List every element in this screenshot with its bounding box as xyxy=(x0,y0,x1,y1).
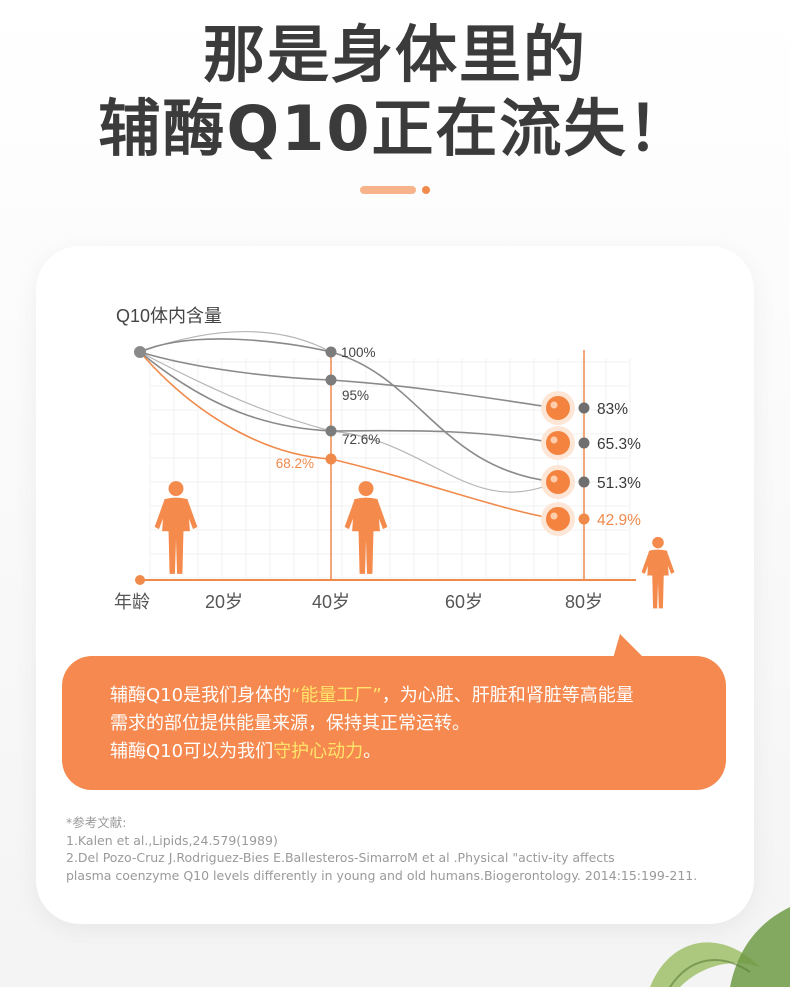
data-point xyxy=(325,346,337,358)
human-figure-old xyxy=(641,536,675,609)
human-arm-right xyxy=(375,500,388,530)
organ-badge-core xyxy=(546,396,570,420)
data-point xyxy=(325,453,337,465)
divider-bar xyxy=(360,186,416,194)
x-tick-label: 20岁 xyxy=(205,592,243,612)
callout-line-2: 需求的部位提供能量来源，保持其正常运转。 xyxy=(110,713,470,734)
x-axis-origin-dot xyxy=(135,575,145,585)
human-figure-middle xyxy=(344,481,388,574)
data-point xyxy=(325,374,337,386)
reference-item: 1.Kalen et al.,Lipids,24.579(1989) xyxy=(66,832,278,848)
organ-badge-shine xyxy=(550,401,558,409)
data-label: 42.9% xyxy=(597,512,641,529)
human-arm-left xyxy=(154,500,167,530)
human-head xyxy=(652,536,664,549)
human-body xyxy=(352,497,380,574)
organ-badge-shine xyxy=(550,512,558,520)
x-tick-label: 80岁 xyxy=(565,592,603,612)
data-point xyxy=(578,437,590,449)
x-tick-label: 40岁 xyxy=(312,592,350,612)
data-point xyxy=(325,425,337,437)
reference-item: plasma coenzyme Q10 levels differently i… xyxy=(66,867,698,883)
human-arm-right xyxy=(665,551,675,574)
human-figure-young xyxy=(154,481,198,574)
y-axis-label: Q10体内含量 xyxy=(116,306,222,326)
callout-line-3: 辅酶Q10可以为我们守护心动力。 xyxy=(110,738,710,766)
kidney-icon xyxy=(541,465,575,499)
trend-curve-secondary xyxy=(139,351,557,493)
human-arm-right xyxy=(185,500,198,530)
lung-icon xyxy=(541,426,575,460)
divider-dot xyxy=(422,186,430,194)
data-point xyxy=(578,402,590,414)
organ-badge-core xyxy=(546,470,570,494)
series-start-point xyxy=(134,346,146,358)
data-label: 100% xyxy=(341,345,376,360)
human-body xyxy=(647,549,669,609)
callout-text-3a: 辅酶Q10可以为我们 xyxy=(110,741,274,762)
human-head xyxy=(168,481,184,496)
human-head xyxy=(358,481,374,496)
callout-text-3b: 。 xyxy=(363,741,382,762)
trend-curve-secondary xyxy=(139,330,332,353)
data-label: 68.2% xyxy=(276,456,314,471)
organ-badge-shine xyxy=(550,475,558,483)
heart-icon xyxy=(541,502,575,536)
callout-text: 辅酶Q10是我们身体的“能量工厂”，为心脏、肝脏和肾脏等高能量 需求的部位提供能… xyxy=(110,682,710,766)
liver-icon xyxy=(541,391,575,425)
data-label: 51.3% xyxy=(597,475,641,492)
references-heading: *参考文献: xyxy=(66,815,127,830)
organ-badge-shine xyxy=(550,436,558,444)
leaf-decoration xyxy=(650,907,790,987)
references: *参考文献: 1.Kalen et al.,Lipids,24.579(1989… xyxy=(66,814,746,884)
human-arm-left xyxy=(344,500,357,530)
x-tick-label: 60岁 xyxy=(445,592,483,612)
info-callout: 辅酶Q10是我们身体的“能量工厂”，为心脏、肝脏和肾脏等高能量 需求的部位提供能… xyxy=(62,656,726,790)
data-label: 83% xyxy=(597,401,628,418)
headline-line-2: 辅酶Q10正在流失！ xyxy=(98,92,692,165)
callout-text-1b: ，为心脏、肝脏和肾脏等高能量 xyxy=(381,685,634,706)
series-line xyxy=(139,338,557,483)
human-body xyxy=(162,497,190,574)
x-axis-label: 年龄 xyxy=(114,592,150,612)
data-point xyxy=(578,476,590,488)
callout-text-1a: 辅酶Q10是我们身体的 xyxy=(110,685,292,706)
headline-line-1: 那是身体里的 xyxy=(202,18,587,91)
data-label: 72.6% xyxy=(342,432,380,447)
organ-badge-core xyxy=(546,507,570,531)
reference-item: 2.Del Pozo-Cruz J.Rodriguez-Bies E.Balle… xyxy=(66,850,615,865)
data-label: 95% xyxy=(342,388,369,403)
chart-card xyxy=(36,246,754,924)
callout-highlight-heart-power: 守护心动力 xyxy=(273,741,364,762)
organ-badge-core xyxy=(546,431,570,455)
data-label: 65.3% xyxy=(597,436,641,453)
data-point xyxy=(578,513,590,525)
callout-highlight-energy-factory: “能量工厂” xyxy=(291,685,382,706)
human-arm-left xyxy=(641,551,651,574)
callout-line-1: 辅酶Q10是我们身体的“能量工厂”，为心脏、肝脏和肾脏等高能量 xyxy=(110,682,710,710)
